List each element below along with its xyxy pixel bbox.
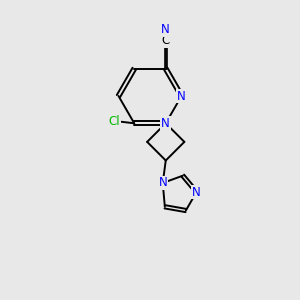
Text: N: N xyxy=(177,89,186,103)
Text: N: N xyxy=(158,176,167,190)
Text: C: C xyxy=(162,34,170,47)
Text: Cl: Cl xyxy=(109,115,120,128)
Text: N: N xyxy=(161,117,170,130)
Text: N: N xyxy=(192,185,201,199)
Text: N: N xyxy=(161,22,170,36)
